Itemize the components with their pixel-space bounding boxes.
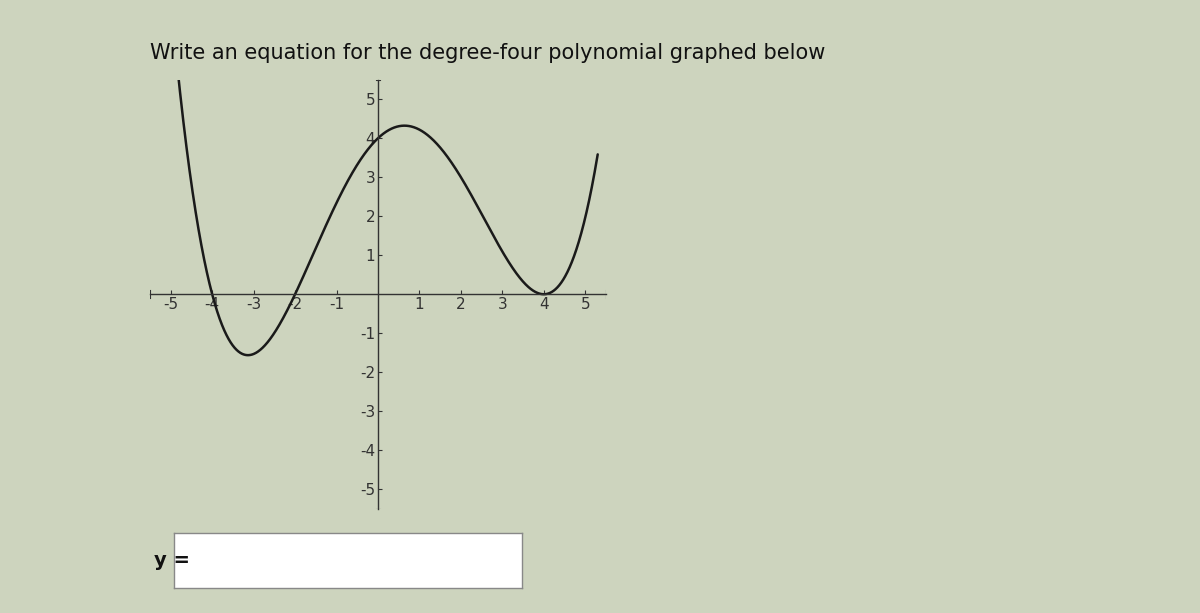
Text: Write an equation for the degree-four polynomial graphed below: Write an equation for the degree-four po… — [150, 43, 826, 63]
Text: y =: y = — [154, 552, 190, 570]
